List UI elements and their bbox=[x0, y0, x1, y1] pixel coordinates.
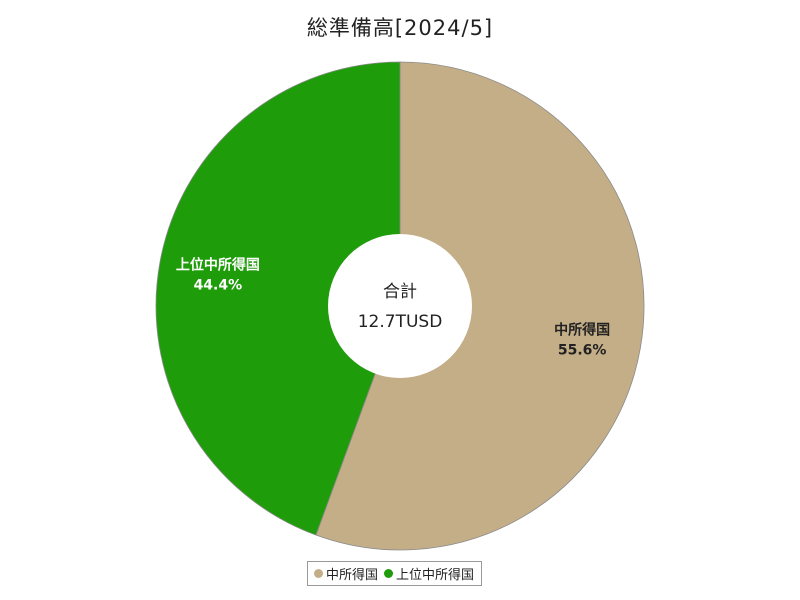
center-label: 合計 bbox=[383, 282, 417, 302]
chart-title: 総準備高[2024/5] bbox=[306, 16, 494, 40]
pie-slice-2 bbox=[155, 61, 401, 536]
legend-item-2: 上位中所得国 bbox=[384, 564, 474, 583]
legend-item-1: 中所得国 bbox=[314, 564, 378, 583]
legend-dot-icon bbox=[384, 569, 394, 578]
legend-label: 中所得国 bbox=[326, 568, 379, 583]
center-hole bbox=[328, 234, 472, 378]
slice-label-percent-1: 55.6% bbox=[558, 342, 607, 358]
slice-label-name-1: 中所得国 bbox=[554, 321, 610, 338]
slice-label-name-2: 上位中所得国 bbox=[176, 257, 260, 274]
slice-label-percent-2: 44.4% bbox=[194, 278, 243, 294]
legend-label: 上位中所得国 bbox=[396, 568, 475, 583]
legend-dot-icon bbox=[314, 569, 323, 578]
pie-slice-1 bbox=[315, 61, 645, 551]
center-value: 12.7TUSD bbox=[358, 312, 443, 332]
chart-legend: 中所得国 上位中所得国 bbox=[307, 561, 483, 586]
